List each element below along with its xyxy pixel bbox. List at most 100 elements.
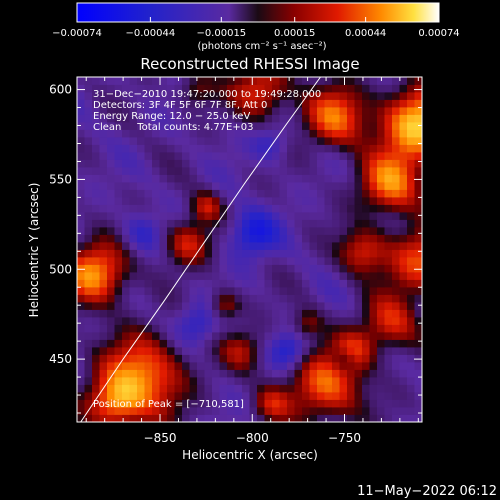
heatmap-cell <box>242 302 250 310</box>
heatmap-cell <box>302 122 310 130</box>
heatmap-cell <box>189 317 198 325</box>
heatmap-cell <box>242 122 250 130</box>
heatmap-cell <box>114 332 123 340</box>
heatmap-cell <box>362 182 370 190</box>
heatmap-cell <box>257 377 265 385</box>
heatmap-cell <box>114 137 123 145</box>
heatmap-cell <box>249 219 258 228</box>
heatmap-cell <box>279 369 288 378</box>
heatmap-cell <box>332 354 340 363</box>
heatmap-cell <box>392 287 400 295</box>
heatmap-cell <box>227 407 235 415</box>
heatmap-cell <box>84 99 93 108</box>
heatmap-cell <box>84 287 93 295</box>
heatmap-cell <box>174 137 183 145</box>
heatmap-cell <box>317 317 325 325</box>
heatmap-cell <box>332 197 340 205</box>
heatmap-cell <box>234 339 243 348</box>
heatmap-cell <box>257 392 265 400</box>
heatmap-cell <box>257 294 265 303</box>
heatmap-cell <box>204 227 213 235</box>
heatmap-cell <box>182 182 190 190</box>
heatmap-cell <box>212 347 220 355</box>
heatmap-cell <box>249 287 258 295</box>
heatmap-cell <box>279 144 288 153</box>
heatmap-cell <box>249 257 258 265</box>
heatmap-cell <box>324 294 333 303</box>
heatmap-cell <box>174 317 183 325</box>
heatmap-cell <box>362 77 370 85</box>
heatmap-cell <box>84 399 93 408</box>
heatmap-cell <box>287 332 295 340</box>
heatmap-cell <box>287 234 295 243</box>
heatmap-cell <box>242 77 250 85</box>
heatmap-cell <box>197 212 205 220</box>
heatmap-cell <box>399 324 408 333</box>
heatmap-cell <box>122 279 130 288</box>
heatmap-cell <box>347 99 355 108</box>
heatmap-cell <box>122 227 130 235</box>
heatmap-cell <box>167 77 175 85</box>
heatmap-cell <box>212 309 220 318</box>
heatmap-cell <box>144 99 153 108</box>
heatmap-cell <box>332 84 340 93</box>
heatmap-cell <box>129 294 138 303</box>
heatmap-cell <box>114 189 123 198</box>
heatmap-cell <box>182 279 190 288</box>
heatmap-cell <box>264 384 273 393</box>
heatmap-cell <box>369 302 378 310</box>
heatmap-cell <box>167 294 175 303</box>
heatmap-cell <box>339 77 348 85</box>
heatmap-cell <box>302 197 310 205</box>
heatmap-cell <box>272 227 280 235</box>
heatmap-cell <box>152 324 160 333</box>
heatmap-cell <box>399 362 408 370</box>
heatmap-cell <box>84 114 93 123</box>
heatmap-cell <box>182 332 190 340</box>
heatmap-cell <box>347 377 355 385</box>
heatmap-cell <box>414 129 422 138</box>
heatmap-cell <box>369 77 378 85</box>
heatmap-cell <box>144 354 153 363</box>
heatmap-cell <box>227 92 235 100</box>
heatmap-cell <box>137 114 145 123</box>
heatmap-cell <box>77 159 85 168</box>
heatmap-cell <box>204 339 213 348</box>
heatmap-cell <box>122 264 130 273</box>
heatmap-cell <box>362 227 370 235</box>
heatmap-cell <box>167 159 175 168</box>
heatmap-cell <box>354 84 363 93</box>
heatmap-cell <box>272 219 280 228</box>
heatmap-cell <box>212 77 220 85</box>
heatmap-cell <box>324 377 333 385</box>
heatmap-cell <box>317 399 325 408</box>
heatmap-cell <box>362 347 370 355</box>
heatmap-cell <box>279 107 288 115</box>
heatmap-cell <box>129 204 138 213</box>
heatmap-cell <box>287 287 295 295</box>
heatmap-cell <box>324 399 333 408</box>
heatmap-cell <box>204 137 213 145</box>
heatmap-cell <box>354 159 363 168</box>
heatmap-cell <box>264 294 273 303</box>
heatmap-cell <box>279 159 288 168</box>
heatmap-cell <box>219 204 228 213</box>
heatmap-cell <box>152 219 160 228</box>
heatmap-cell <box>324 384 333 393</box>
info-line-energy: Energy Range: 12.0 − 25.0 keV <box>93 111 250 122</box>
heatmap-cell <box>204 392 213 400</box>
heatmap-cell <box>354 302 363 310</box>
heatmap-cell <box>414 159 422 168</box>
heatmap-cell <box>129 122 138 130</box>
heatmap-cell <box>77 204 85 213</box>
heatmap-cell <box>227 362 235 370</box>
heatmap-cell <box>152 294 160 303</box>
heatmap-cell <box>189 399 198 408</box>
heatmap-cell <box>137 309 145 318</box>
heatmap-cell <box>234 122 243 130</box>
heatmap-cell <box>122 414 130 422</box>
heatmap-cell <box>362 129 370 138</box>
heatmap-cell <box>377 114 385 123</box>
heatmap-cell <box>197 287 205 295</box>
heatmap-cell <box>279 99 288 108</box>
